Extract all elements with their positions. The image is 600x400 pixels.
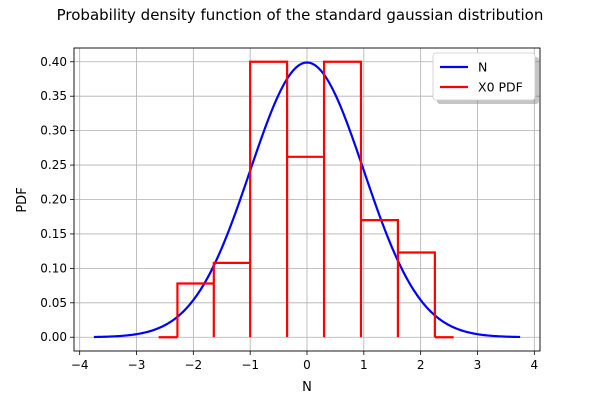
series-n-line: [93, 61, 521, 339]
series-x0-pdf-histogram: [158, 60, 454, 339]
y-tick-label: 0.20: [40, 193, 67, 207]
x-tick-label: −4: [71, 358, 89, 372]
plot-area: [93, 60, 521, 339]
y-tick-label: 0.25: [40, 158, 67, 172]
y-tick-label: 0.15: [40, 227, 67, 241]
y-tick-label: 0.35: [40, 89, 67, 103]
legend-label-n: N: [478, 60, 487, 75]
x-tick-label: 3: [474, 358, 482, 372]
x-tick-label: −3: [128, 358, 146, 372]
y-tick-label: 0.05: [40, 296, 67, 310]
y-tick-label: 0.00: [40, 330, 67, 344]
x-tick-label: −1: [241, 358, 259, 372]
x-tick-label: 0: [303, 358, 311, 372]
y-tick-label: 0.40: [40, 55, 67, 69]
x-tick-label: 4: [530, 358, 538, 372]
x-axis-ticks: −4 −3 −2 −1 0 1 2 3 4: [71, 351, 538, 372]
legend-label-x0-pdf: X0 PDF: [478, 80, 523, 95]
y-axis-ticks: 0.00 0.05 0.10 0.15 0.20 0.25 0.30 0.35 0.40: [40, 55, 74, 344]
x-tick-label: 1: [360, 358, 368, 372]
legend: N X0 PDF: [432, 52, 539, 104]
y-axis-label: PDF: [15, 187, 30, 212]
y-tick-label: 0.10: [40, 261, 67, 275]
legend-box: [432, 52, 536, 101]
y-tick-label: 0.30: [40, 124, 67, 138]
x-tick-label: 2: [417, 358, 425, 372]
x-tick-label: −2: [184, 358, 202, 372]
chart-title: Probability density function of the stan…: [57, 6, 544, 24]
x-axis-label: N: [302, 380, 312, 395]
